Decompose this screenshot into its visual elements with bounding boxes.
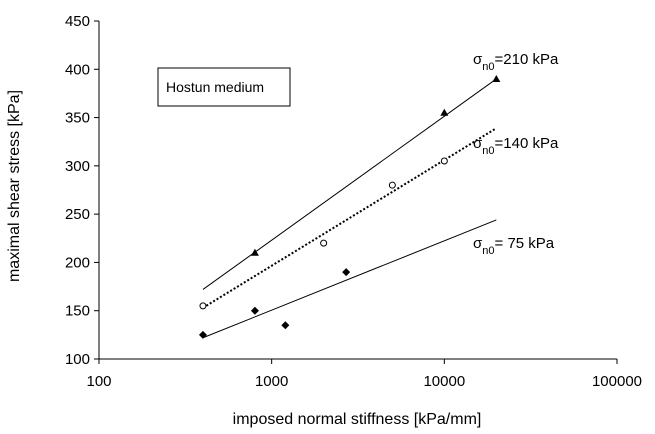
circle-marker <box>199 302 207 310</box>
y-axis-label: maximal shear stress [kPa] <box>6 90 23 282</box>
diamond-marker <box>342 268 351 277</box>
y-tick-label: 100 <box>65 351 90 368</box>
fit-lines <box>202 78 497 339</box>
diamond-marker <box>198 330 207 339</box>
diamond-marker <box>250 306 259 315</box>
series-label-subscript: n0 <box>482 145 494 157</box>
series-label-symbol: σ <box>473 51 483 68</box>
fit-line <box>202 78 497 290</box>
series-label-subscript: n0 <box>482 61 494 73</box>
annotation-text: Hostun medium <box>166 79 264 95</box>
y-tick-label: 300 <box>65 158 90 175</box>
circle-marker <box>440 157 448 165</box>
x-tick-label: 100 <box>86 373 111 390</box>
y-tick-label: 150 <box>65 303 90 320</box>
y-tick-label: 450 <box>65 13 90 30</box>
circle-marker <box>388 181 396 189</box>
series-label-symbol: σ <box>473 135 483 152</box>
fit-line <box>202 127 497 309</box>
y-tick-label: 200 <box>65 254 90 271</box>
x-tick-label: 1000 <box>255 373 288 390</box>
x-tick-label: 100000 <box>592 373 642 390</box>
x-axis-label: imposed normal stiffness [kPa/mm] <box>233 411 482 428</box>
series-label: σn0=210 kPa <box>473 51 559 73</box>
y-tick-label: 400 <box>65 61 90 78</box>
annotation-box: Hostun medium <box>157 67 291 107</box>
ticks: 100 150 200 250 300 350 400 450 100 1000 10000 1000… <box>65 13 642 390</box>
series-label-subscript: n0 <box>482 245 494 257</box>
x-tick-label: 10000 <box>423 373 465 390</box>
axes <box>98 21 617 360</box>
triangle-marker <box>250 248 259 256</box>
series-label: σn0= 75 kPa <box>473 235 555 257</box>
triangle-marker <box>492 74 501 82</box>
series-label: σn0=140 kPa <box>473 135 559 157</box>
fit-line <box>202 219 497 339</box>
series-label-value: = 75 kPa <box>495 235 555 252</box>
triangle-marker <box>440 108 449 116</box>
y-tick-label: 350 <box>65 110 90 127</box>
y-tick-label: 250 <box>65 206 90 223</box>
series-label-symbol: σ <box>473 235 483 252</box>
series-label-value: =210 kPa <box>495 51 559 68</box>
data-markers <box>198 74 501 339</box>
diamond-marker <box>281 321 290 330</box>
series-label-value: =140 kPa <box>495 135 559 152</box>
circle-marker <box>320 239 328 247</box>
